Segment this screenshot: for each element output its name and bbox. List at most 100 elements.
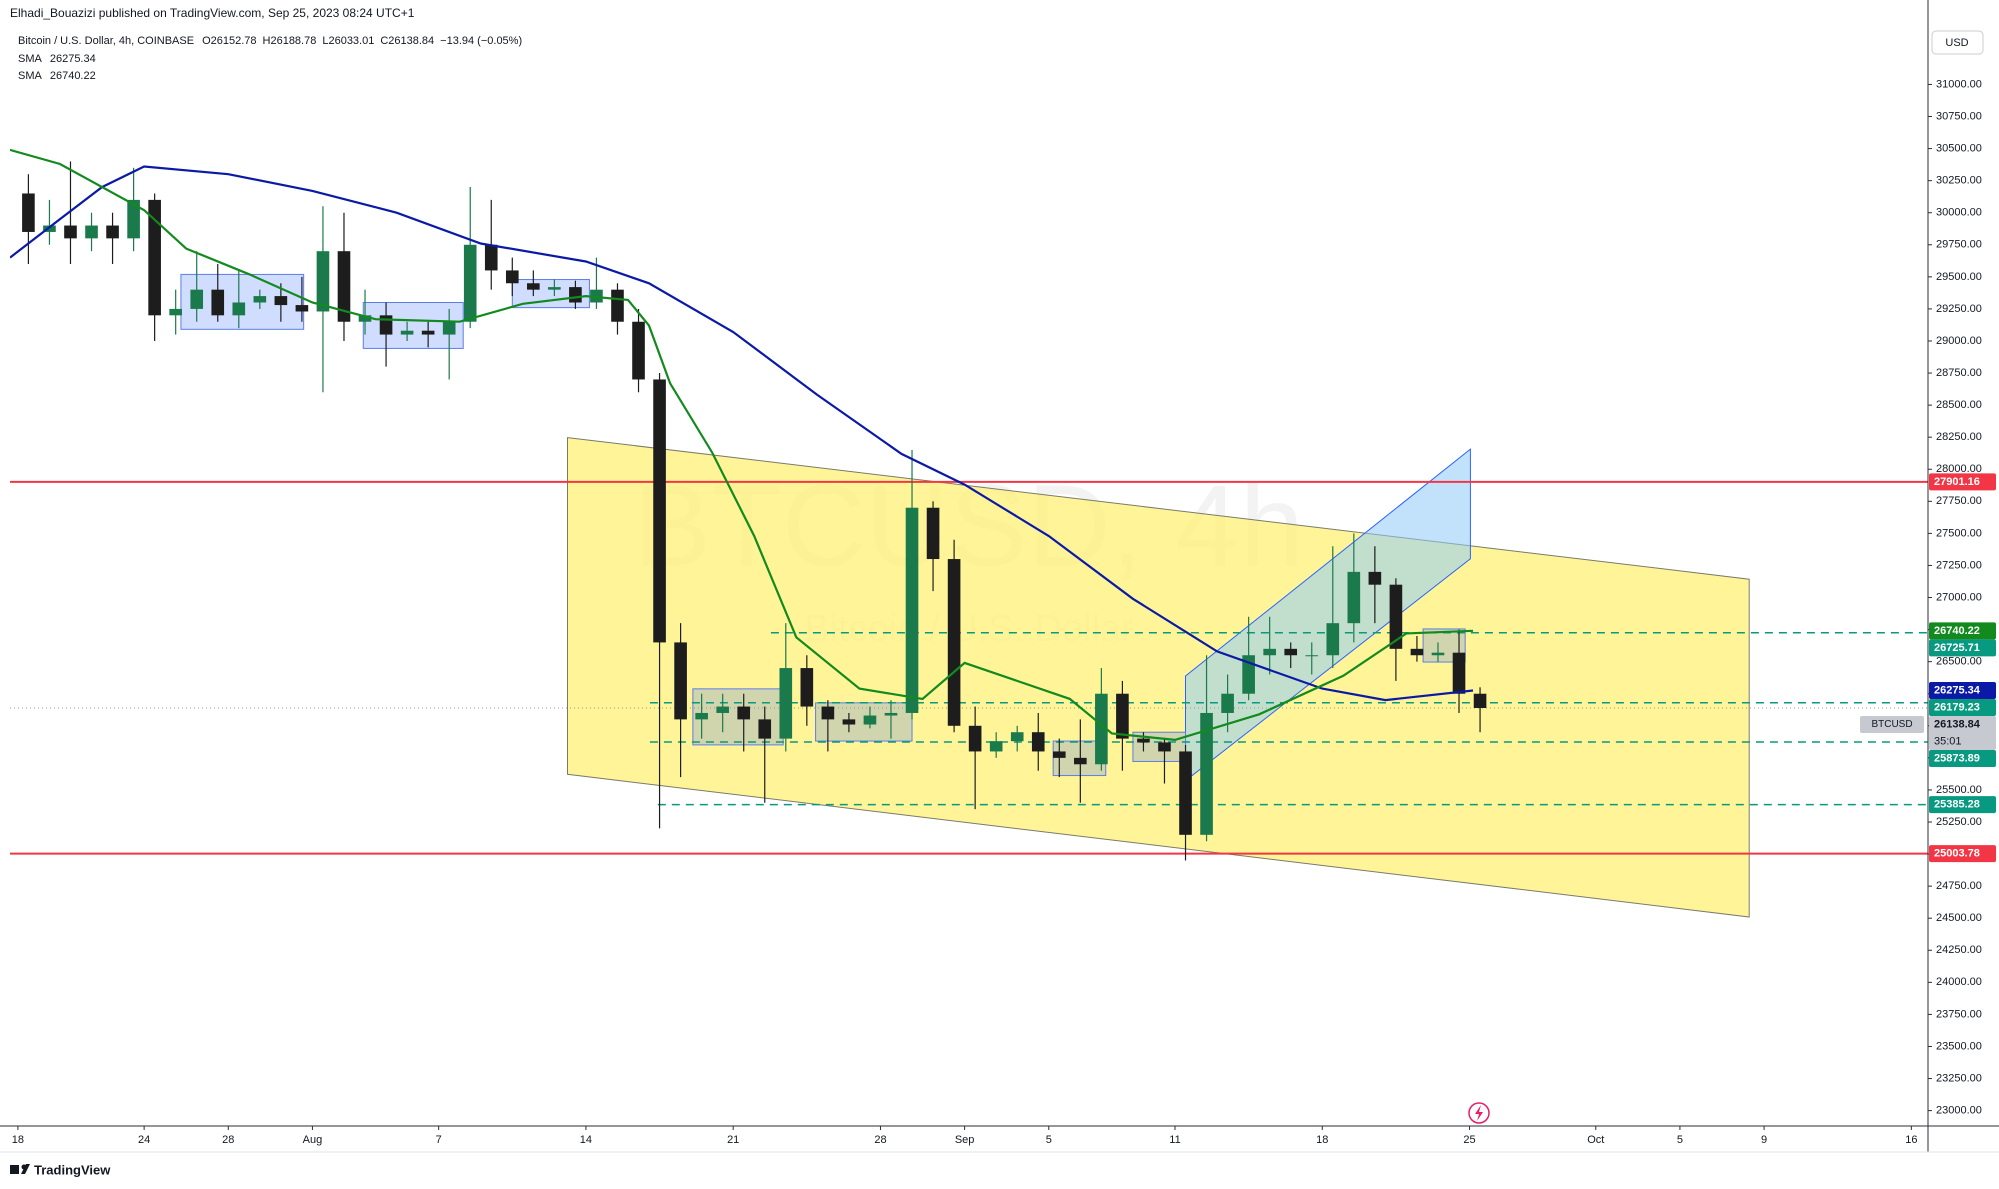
candle-body bbox=[400, 330, 414, 335]
y-tick-label: 27000.00 bbox=[1936, 591, 1982, 603]
candle-body bbox=[1010, 732, 1024, 742]
candle-body bbox=[1052, 751, 1066, 758]
candle-body bbox=[43, 225, 56, 232]
sma-line bbox=[10, 148, 1474, 742]
candle-body bbox=[569, 287, 582, 303]
last-price-label-bg bbox=[1929, 715, 1996, 750]
y-tick-label: 24750.00 bbox=[1936, 880, 1982, 892]
candle-body bbox=[1263, 648, 1276, 656]
candle-body bbox=[1200, 712, 1213, 835]
level-label-bg bbox=[1929, 845, 1996, 863]
y-tick-label: 29000.00 bbox=[1936, 335, 1982, 347]
x-tick-label: 16 bbox=[1905, 1134, 1917, 1146]
candle-body bbox=[1410, 648, 1424, 656]
symbol-tag: BTCUSD bbox=[1871, 719, 1912, 730]
candle-body bbox=[1326, 623, 1340, 656]
candle-body bbox=[716, 706, 729, 713]
candle-body bbox=[695, 712, 708, 720]
x-tick-label: 7 bbox=[436, 1134, 442, 1146]
level-label-bg bbox=[1929, 698, 1996, 716]
candle-body bbox=[295, 305, 309, 312]
candle-body bbox=[421, 330, 435, 335]
plot-area: BTCUSD, 4hBitcoin / U.S. Dollar bbox=[10, 148, 1928, 918]
candle-body bbox=[1095, 693, 1108, 765]
x-tick-label: 5 bbox=[1677, 1134, 1683, 1146]
candle-body bbox=[232, 302, 246, 316]
symbol-tag-bg bbox=[1860, 715, 1924, 733]
sma-value: 26275.34 bbox=[50, 53, 96, 65]
x-tick-label: 18 bbox=[1316, 1134, 1328, 1146]
candle-body bbox=[1431, 652, 1445, 656]
level-label-bg bbox=[1929, 749, 1996, 767]
currency-button[interactable] bbox=[1931, 30, 1984, 55]
y-tick-label: 27500.00 bbox=[1936, 527, 1982, 539]
candle-body bbox=[821, 706, 835, 720]
level-label: 25003.78 bbox=[1934, 847, 1980, 859]
candle-body bbox=[274, 296, 288, 306]
brand-logo bbox=[10, 1164, 30, 1174]
candle-body bbox=[653, 379, 666, 643]
candle-body bbox=[947, 559, 961, 726]
candle-body bbox=[442, 321, 456, 335]
candle-body bbox=[1074, 757, 1087, 765]
candle-body bbox=[779, 668, 793, 739]
y-tick-label: 28000.00 bbox=[1936, 463, 1982, 475]
candle-body bbox=[863, 715, 877, 725]
alert-icon[interactable] bbox=[1468, 1102, 1490, 1124]
candle-body bbox=[548, 287, 561, 290]
symbol: Bitcoin / U.S. Dollar, 4h, COINBASE bbox=[18, 35, 194, 47]
candle-body bbox=[884, 712, 898, 716]
y-tick-label: 27250.00 bbox=[1936, 559, 1982, 571]
candle-body bbox=[1305, 655, 1319, 657]
brand[interactable]: TradingView bbox=[34, 1162, 111, 1177]
candle-body bbox=[842, 719, 856, 725]
candle-body bbox=[926, 507, 940, 560]
ohlc-value: C26138.84 bbox=[380, 35, 434, 47]
x-tick-label: 9 bbox=[1761, 1134, 1767, 1146]
candle-body bbox=[674, 642, 687, 720]
y-tick-label: 30500.00 bbox=[1936, 142, 1982, 154]
x-tick-label: Oct bbox=[1587, 1134, 1604, 1146]
candle-body bbox=[337, 251, 351, 322]
level-label: 26179.23 bbox=[1934, 701, 1980, 713]
candle-body bbox=[379, 315, 393, 335]
y-tick-label: 23750.00 bbox=[1936, 1008, 1982, 1020]
x-tick-label: 11 bbox=[1169, 1134, 1180, 1146]
y-tick-label: 23000.00 bbox=[1936, 1105, 1982, 1117]
candle-body bbox=[989, 741, 1003, 752]
candle-body bbox=[463, 244, 477, 322]
level-label: 25385.28 bbox=[1934, 799, 1980, 811]
candle-body bbox=[611, 289, 624, 322]
candle-body bbox=[1116, 693, 1129, 739]
candle-body bbox=[253, 296, 267, 303]
x-tick-label: 25 bbox=[1463, 1134, 1475, 1146]
sma-label-bg bbox=[1929, 622, 1996, 640]
y-tick-label: 24500.00 bbox=[1936, 912, 1982, 924]
sma-line bbox=[10, 165, 1474, 702]
ohlc-value: L26033.01 bbox=[322, 35, 374, 47]
x-tick-label: 18 bbox=[12, 1134, 24, 1146]
candle-body bbox=[211, 289, 225, 316]
y-tick-label: 29250.00 bbox=[1936, 303, 1982, 315]
x-tick-label: 24 bbox=[138, 1134, 150, 1146]
y-tick-label: 29500.00 bbox=[1936, 271, 1982, 283]
candle-body bbox=[1347, 571, 1361, 624]
countdown: 35:01 bbox=[1934, 735, 1962, 747]
candle-body bbox=[127, 199, 140, 239]
x-tick-label: 14 bbox=[580, 1134, 592, 1146]
y-tick-label: 30750.00 bbox=[1936, 110, 1982, 122]
y-tick-label: 23250.00 bbox=[1936, 1072, 1982, 1084]
currency[interactable]: USD bbox=[1945, 37, 1968, 49]
candle-body bbox=[1158, 742, 1171, 752]
candle-body bbox=[358, 315, 372, 322]
candle-body bbox=[1242, 655, 1255, 694]
y-tick-label: 31000.00 bbox=[1936, 78, 1982, 90]
candle-body bbox=[1389, 584, 1403, 649]
y-tick-label: 23500.00 bbox=[1936, 1040, 1982, 1052]
level-label-bg bbox=[1929, 473, 1996, 491]
y-tick-label: 30000.00 bbox=[1936, 207, 1982, 219]
candle-body bbox=[190, 289, 204, 309]
y-tick-label: 28750.00 bbox=[1936, 367, 1982, 379]
level-label-bg bbox=[1929, 796, 1996, 814]
sma-label-bg bbox=[1929, 681, 1996, 699]
